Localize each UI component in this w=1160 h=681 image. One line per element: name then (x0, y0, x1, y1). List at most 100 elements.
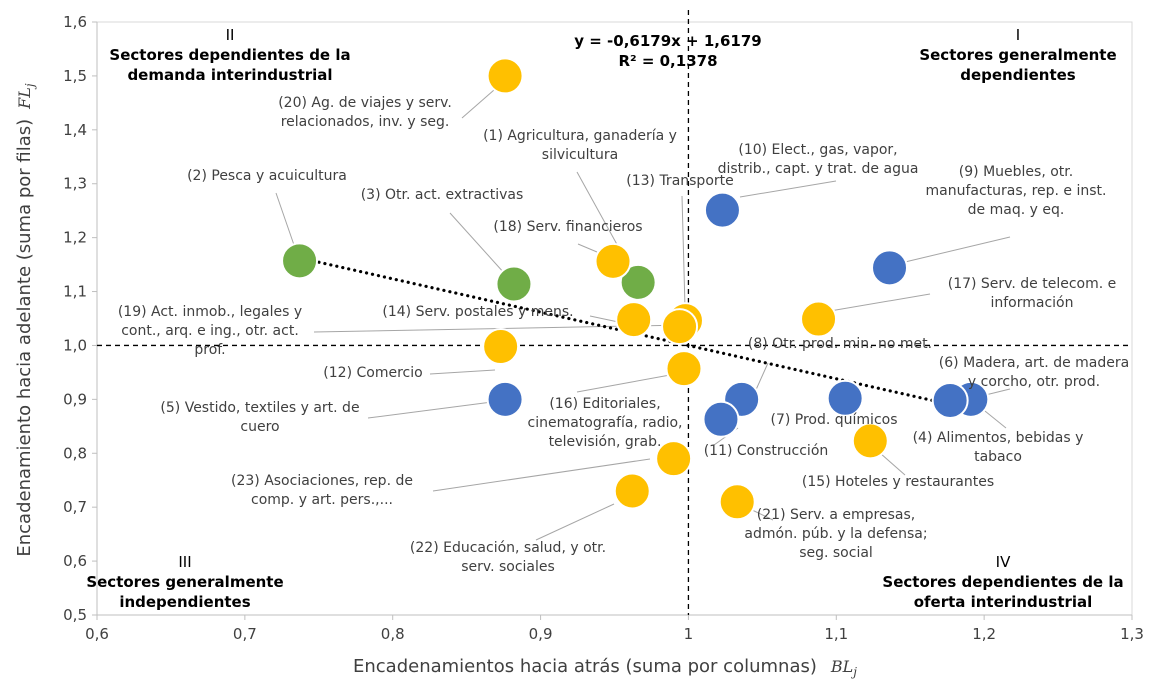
quadrant-text-line: oferta interindustrial (914, 593, 1093, 611)
point-label-line: (19) Act. inmob., legales y (118, 304, 302, 320)
quadrant-text-line: Sectores dependientes de la (109, 46, 350, 64)
leader-line-p17 (829, 293, 931, 312)
point-label-p12: (12) Comercio (323, 365, 422, 381)
leader-line-p10 (739, 180, 837, 198)
data-point-p12 (482, 328, 520, 366)
data-points (281, 57, 990, 521)
quadrant-text-line: Sectores dependientes de la (882, 573, 1123, 591)
trendline-equation: y = -0,6179x + 1,6179 R² = 0,1378 (574, 32, 761, 70)
data-point-p16 (665, 350, 703, 388)
data-point-p9 (871, 249, 909, 287)
plot-frame: 0,6 0,7 0,8 0,9 1 1,1 1,2 1,30,50,60,70,80,91,0… (63, 10, 1144, 643)
data-point-p14 (615, 301, 653, 339)
data-point-p17 (800, 300, 838, 338)
quadrant-text-q3: Sectores generalmente independientes (86, 573, 283, 611)
y-tick-label: 1,6 (63, 13, 87, 31)
y-axis-title: Encadenamiento hacia adelante (suma por … (14, 83, 37, 557)
point-label-p15: (15) Hoteles y restaurantes (802, 474, 994, 490)
leader-line-p18 (577, 243, 598, 253)
point-label-line: (2) Pesca y acuicultura (187, 168, 347, 184)
point-label-p21: (21) Serv. a empresas, admón. púb. y la d… (744, 507, 927, 561)
point-label-p2: (2) Pesca y acuicultura (187, 168, 347, 184)
leader-line-p13 (681, 195, 686, 309)
y-axis-title-text: Encadenamiento hacia adelante (suma por … (14, 119, 35, 557)
point-label-p7: (7) Prod. químicos (770, 412, 897, 428)
point-label-line: televisión, grab. (549, 434, 662, 450)
leader-line-p20 (461, 89, 495, 119)
quadrant-numeral-q3: III (178, 553, 191, 571)
data-point-p4 (931, 381, 969, 419)
x-axis-symbol-sub: j (850, 665, 857, 679)
point-label-line: (1) Agricultura, ganadería y (483, 128, 677, 144)
point-label-line: comp. y art. pers.,... (251, 492, 393, 508)
data-point-p10 (703, 191, 741, 229)
point-label-line: (11) Construcción (704, 443, 829, 459)
point-label-p6: (6) Madera, art. de madera y corcho, otr.… (939, 355, 1129, 390)
point-label-p11: (11) Construcción (704, 443, 829, 459)
data-point-p7 (826, 379, 864, 417)
y-tick-label: 1,2 (63, 229, 87, 247)
point-label-line: cont., arq. e ing., otr. act. (121, 323, 299, 339)
point-label-p14: (14) Serv. postales y mens. (382, 304, 573, 320)
point-label-p8: (8) Otr. prod. min. no met. (748, 336, 932, 352)
point-label-line: (9) Muebles, otr. (959, 164, 1073, 180)
trendline-equation-text: y = -0,6179x + 1,6179 (574, 32, 761, 50)
point-label-p22: (22) Educación, salud, y otr. serv. socia… (410, 540, 606, 575)
point-label-p10: (10) Elect., gas, vapor, distrib., capt. … (718, 142, 919, 177)
leader-line-p12 (429, 369, 496, 375)
point-label-line: (21) Serv. a empresas, (757, 507, 915, 523)
point-labels: (20) Ag. de viajes y serv. relacionados, … (118, 95, 1129, 575)
quadrant-labels: I Sectores generalmente dependientes II Sect… (86, 26, 1123, 611)
point-label-line: (12) Comercio (323, 365, 422, 381)
point-label-line: admón. púb. y la defensa; (744, 526, 927, 542)
y-tick-label: 1,5 (63, 67, 87, 85)
x-axis-title: Encadenamientos hacia atrás (suma por co… (353, 656, 857, 679)
x-tick-label: 1,1 (824, 625, 848, 643)
point-label-p9: (9) Muebles, otr. manufacturas, rep. e in… (926, 164, 1107, 218)
data-point-p5 (486, 380, 524, 418)
point-label-line: serv. sociales (461, 559, 555, 575)
point-label-line: (10) Elect., gas, vapor, (738, 142, 897, 158)
point-label-line: información (990, 295, 1073, 311)
point-label-line: manufacturas, rep. e inst. (926, 183, 1107, 199)
data-point-p23 (655, 440, 693, 478)
x-tick-label: 1,3 (1120, 625, 1144, 643)
x-axis-title-text: Encadenamientos hacia atrás (suma por co… (353, 656, 817, 677)
x-tick-label: 0,6 (85, 625, 109, 643)
point-label-p16: (16) Editoriales, cinematografía, radio, t… (528, 396, 683, 450)
point-label-line: (13) Transporte (626, 173, 734, 189)
point-label-line: silvicultura (542, 147, 618, 163)
leader-line-p16 (576, 374, 671, 393)
leader-line-p5 (367, 401, 493, 419)
data-point-p19 (661, 308, 699, 346)
point-label-line: tabaco (974, 449, 1022, 465)
leader-line-p2 (275, 192, 295, 246)
point-label-line: (17) Serv. de telecom. e (948, 276, 1117, 292)
quadrant-numeral-q4: IV (996, 553, 1011, 571)
quadrant-text-line: Sectores generalmente (86, 573, 283, 591)
y-tick-label: 0,5 (63, 606, 87, 624)
point-label-line: cinematografía, radio, (528, 415, 683, 431)
data-point-p11 (702, 400, 740, 438)
y-tick-label: 1,4 (63, 121, 87, 139)
point-label-p20: (20) Ag. de viajes y serv. relacionados, … (278, 95, 452, 130)
x-tick-label: 0,7 (233, 625, 257, 643)
data-point-p18 (594, 242, 632, 280)
point-label-line: (3) Otr. act. extractivas (361, 187, 524, 203)
quadrant-text-line: dependientes (960, 66, 1076, 84)
y-tick-label: 0,9 (63, 390, 87, 408)
data-point-p21 (718, 483, 756, 521)
point-label-p3: (3) Otr. act. extractivas (361, 187, 524, 203)
point-label-p1: (1) Agricultura, ganadería y silvicultura (483, 128, 677, 163)
point-label-line: (7) Prod. químicos (770, 412, 897, 428)
data-point-p2 (281, 242, 319, 280)
quadrant-text-line: demanda interindustrial (127, 66, 332, 84)
point-label-line: (22) Educación, salud, y otr. (410, 540, 606, 556)
point-label-p18: (18) Serv. financieros (493, 219, 642, 235)
quadrant-text-q1: Sectores generalmente dependientes (919, 46, 1116, 84)
point-label-line: (14) Serv. postales y mens. (382, 304, 573, 320)
data-point-p15 (851, 422, 889, 460)
point-label-line: cuero (240, 419, 279, 435)
y-tick-label: 0,8 (63, 444, 87, 462)
point-label-p23: (23) Asociaciones, rep. de comp. y art. p… (231, 473, 413, 508)
